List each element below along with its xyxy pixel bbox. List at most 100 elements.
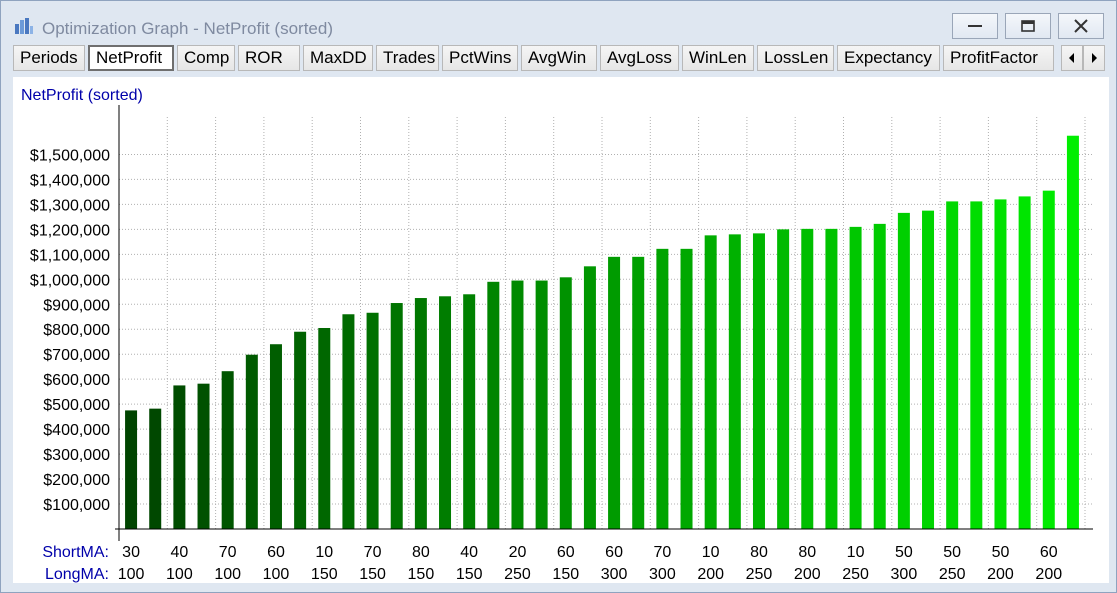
chart-bars [125, 135, 1079, 530]
x-tick-label-longma: 200 [794, 566, 821, 583]
bar [1042, 190, 1055, 529]
bar [704, 235, 717, 529]
tab-trades[interactable]: Trades [376, 45, 439, 71]
bar [970, 201, 983, 529]
y-tick-label: $1,300,000 [30, 197, 110, 214]
shortma-row-label: ShortMA: [42, 544, 109, 561]
y-tick-label: $500,000 [43, 397, 110, 414]
bar [439, 296, 452, 529]
bar [752, 233, 765, 529]
x-tick-label-longma: 250 [504, 566, 531, 583]
tab-avgwin[interactable]: AvgWin [521, 45, 597, 71]
bar [269, 344, 282, 529]
tab-losslen[interactable]: LossLen [757, 45, 834, 71]
tab-comp[interactable]: Comp [177, 45, 235, 71]
x-tick-label-shortma: 50 [895, 544, 913, 561]
title-bar[interactable]: Optimization Graph - NetProfit (sorted) [1, 1, 1116, 41]
x-tick-label-longma: 250 [746, 566, 773, 583]
tab-scroll-left-button[interactable] [1061, 45, 1083, 71]
minimize-button[interactable] [952, 13, 998, 39]
x-tick-label-shortma: 70 [219, 544, 237, 561]
y-tick-label: $300,000 [43, 447, 110, 464]
x-tick-label-longma: 100 [214, 566, 241, 583]
bar [366, 312, 379, 529]
close-button[interactable] [1058, 13, 1104, 39]
tab-expectancy[interactable]: Expectancy [837, 45, 940, 71]
x-tick-label-longma: 150 [408, 566, 435, 583]
close-icon [1074, 19, 1088, 33]
bar [632, 256, 645, 529]
tab-scroll-right-button[interactable] [1083, 45, 1105, 71]
x-tick-label-shortma: 10 [315, 544, 333, 561]
x-tick-label-shortma: 10 [847, 544, 865, 561]
x-tick-label-shortma: 80 [750, 544, 768, 561]
bar [1066, 135, 1079, 529]
x-tick-label-shortma: 30 [122, 544, 140, 561]
x-tick-label-shortma: 50 [943, 544, 961, 561]
graph-heading: NetProfit (sorted) [21, 87, 143, 104]
bar [342, 314, 355, 529]
minimize-icon [968, 25, 982, 27]
metric-tab-bar: Periods NetProfit Comp ROR MaxDD Trades … [13, 45, 1113, 71]
bar [608, 256, 621, 529]
bar [221, 371, 234, 529]
bar [801, 228, 814, 529]
tab-winlen[interactable]: WinLen [682, 45, 754, 71]
y-tick-label: $1,000,000 [30, 272, 110, 289]
bar [849, 226, 862, 529]
bar [1018, 196, 1031, 529]
bar [149, 408, 162, 529]
x-tick-label-shortma: 60 [267, 544, 285, 561]
bar [728, 234, 741, 529]
x-tick-label-shortma: 60 [1040, 544, 1058, 561]
bar [125, 410, 138, 529]
bar [318, 327, 331, 529]
arrow-left-icon [1069, 53, 1074, 63]
chart-y-tick-labels: $100,000 $200,000 $300,000 $400,000 $500,000… [30, 147, 110, 514]
x-tick-label-longma: 300 [649, 566, 676, 583]
x-tick-label-longma: 200 [1035, 566, 1062, 583]
bar [897, 212, 910, 529]
y-tick-label: $1,200,000 [30, 222, 110, 239]
bar [487, 281, 500, 529]
maximize-button[interactable] [1005, 13, 1051, 39]
y-tick-label: $800,000 [43, 322, 110, 339]
x-tick-label-shortma: 40 [460, 544, 478, 561]
bar [656, 248, 669, 529]
y-tick-label: $600,000 [43, 372, 110, 389]
x-tick-label-shortma: 50 [992, 544, 1010, 561]
window-title: Optimization Graph - NetProfit (sorted) [42, 19, 333, 38]
tab-pctwins[interactable]: PctWins [442, 45, 518, 71]
bar [463, 294, 476, 529]
x-tick-label-shortma: 20 [509, 544, 527, 561]
bar [825, 228, 838, 529]
y-tick-label: $200,000 [43, 472, 110, 489]
bar [245, 354, 258, 529]
x-tick-label-longma: 300 [601, 566, 628, 583]
netprofit-bar-chart: $100,000 $200,000 $300,000 $400,000 $500,000… [30, 105, 1093, 583]
bar [559, 277, 572, 529]
tab-avgloss[interactable]: AvgLoss [600, 45, 679, 71]
bar [777, 229, 790, 529]
bar [173, 385, 186, 529]
tab-maxdd[interactable]: MaxDD [303, 45, 373, 71]
x-tick-label-longma: 100 [118, 566, 145, 583]
y-tick-label: $1,500,000 [30, 147, 110, 164]
tab-netprofit[interactable]: NetProfit [88, 45, 174, 71]
app-chart-icon [15, 18, 33, 34]
y-tick-label: $1,400,000 [30, 172, 110, 189]
bar [994, 199, 1007, 529]
tab-periods[interactable]: Periods [13, 45, 85, 71]
tab-ror[interactable]: ROR [238, 45, 300, 71]
tab-profitfactor[interactable]: ProfitFactor [943, 45, 1054, 71]
x-tick-label-shortma: 40 [170, 544, 188, 561]
maximize-icon [1021, 20, 1035, 32]
x-tick-label-longma: 100 [263, 566, 290, 583]
x-tick-label-shortma: 70 [364, 544, 382, 561]
x-tick-label-longma: 150 [311, 566, 338, 583]
arrow-right-icon [1092, 53, 1097, 63]
x-tick-label-shortma: 60 [557, 544, 575, 561]
bar [922, 210, 935, 530]
x-tick-label-shortma: 70 [653, 544, 671, 561]
